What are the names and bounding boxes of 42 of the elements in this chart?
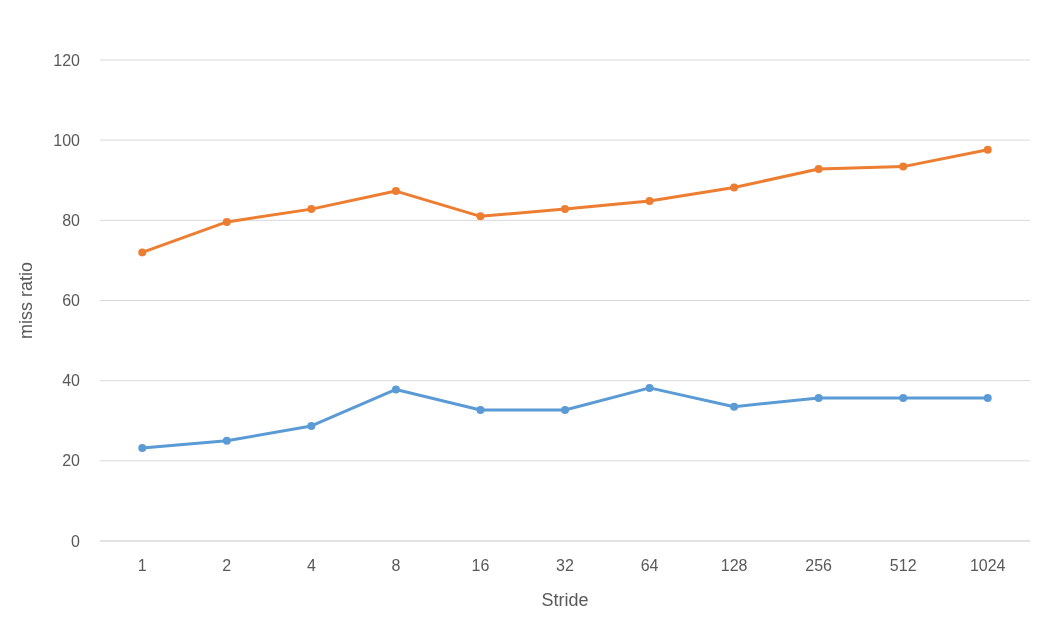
- x-axis-title: Stride: [541, 590, 589, 610]
- x-tick-label: 256: [805, 557, 833, 574]
- point: [983, 393, 992, 402]
- y-tick-label: 40: [62, 372, 81, 390]
- x-tick-label: 16: [471, 557, 490, 574]
- point: [814, 393, 823, 402]
- point: [645, 383, 654, 392]
- point: [307, 205, 316, 214]
- point: [476, 212, 485, 221]
- y-tick-label: 120: [53, 51, 81, 69]
- point: [730, 402, 739, 411]
- point: [222, 436, 231, 445]
- x-tick-label: 32: [556, 557, 574, 574]
- x-tick-label: 64: [640, 557, 659, 574]
- y-tick-label: 0: [71, 532, 81, 550]
- x-tick-label: 2: [222, 557, 232, 574]
- y-tick-label: 100: [53, 131, 81, 149]
- point: [645, 197, 654, 206]
- x-tick-label: 1: [137, 557, 147, 574]
- point: [561, 405, 569, 414]
- point: [814, 165, 823, 174]
- point: [307, 421, 316, 430]
- point: [138, 248, 147, 257]
- point: [222, 217, 231, 226]
- point: [476, 405, 485, 414]
- point: [899, 393, 908, 402]
- x-tick-label: 1024: [969, 557, 1006, 574]
- x-tick-label: 4: [306, 557, 316, 574]
- point: [561, 205, 569, 214]
- point: [391, 385, 400, 394]
- x-tick-label: 128: [720, 557, 748, 574]
- point: [730, 183, 739, 192]
- point: [983, 145, 992, 154]
- y-axis-title: miss ratio: [16, 261, 36, 340]
- y-tick-label: 60: [62, 292, 81, 310]
- x-tick-label: 512: [889, 557, 917, 574]
- point: [138, 444, 147, 453]
- y-tick-label: 80: [62, 211, 81, 229]
- y-tick-label: 20: [62, 452, 81, 470]
- point: [391, 187, 400, 196]
- x-tick-label: 8: [391, 557, 401, 574]
- point: [899, 162, 908, 171]
